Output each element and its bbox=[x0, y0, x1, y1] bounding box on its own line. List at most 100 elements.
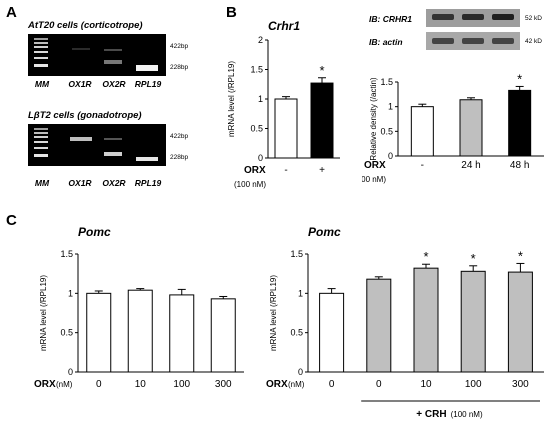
y-tick-label: 0.5 bbox=[380, 126, 393, 136]
gel-bottom-size-422: 422bp bbox=[170, 133, 189, 140]
panel-letter-a: A bbox=[6, 4, 17, 21]
significance-mark: * bbox=[517, 71, 522, 86]
western-kd-52: 52 kD bbox=[525, 15, 542, 22]
x-tick-label: 24 h bbox=[461, 160, 480, 171]
bar bbox=[460, 270, 486, 373]
gel-bottom-lane-ox2r: OX2R bbox=[102, 178, 126, 188]
y-tick-label: 0.5 bbox=[290, 328, 303, 338]
gel-top-lane-ox2r: OX2R bbox=[102, 79, 126, 89]
y-tick-label: 1 bbox=[388, 102, 393, 112]
western-blot-actin bbox=[426, 32, 520, 50]
x-tick-label: 100 bbox=[465, 379, 482, 390]
x-tick-label: 0 bbox=[329, 379, 335, 390]
y-tick-label: 2 bbox=[258, 35, 263, 45]
y-axis-label: mRNA level (/RPL19) bbox=[39, 275, 48, 351]
crh-unit: (100 nM) bbox=[451, 410, 483, 419]
gel-top-size-422: 422bp bbox=[170, 43, 189, 50]
y-tick-label: 0 bbox=[388, 151, 393, 161]
y-tick-label: 1.5 bbox=[250, 65, 263, 75]
x-axis-unit: (nM) bbox=[288, 380, 305, 389]
bar bbox=[86, 292, 112, 373]
chart-title: Pomc bbox=[308, 225, 341, 239]
x-axis-label: ORX bbox=[244, 165, 266, 176]
gel-bottom-size-228: 228bp bbox=[170, 154, 189, 161]
gel-bottom-caption: LβT2 cells (gonadotrope) bbox=[28, 110, 142, 121]
y-tick-label: 0 bbox=[258, 153, 263, 163]
gel-top-caption: AtT20 cells (corticotrope) bbox=[28, 20, 143, 31]
y-axis-label: mRNA level (/RPL19) bbox=[269, 275, 278, 351]
gel-bottom-lane-rpl19: RPL19 bbox=[134, 178, 162, 188]
significance-mark: * bbox=[423, 249, 428, 264]
panel-letter-c: C bbox=[6, 212, 17, 229]
x-tick-label: 10 bbox=[420, 379, 432, 390]
chart-crhr1: Crhr1 0 0.5 1 1.5 2 mRNA level (/RPL19) - * + ORX (… bbox=[227, 19, 340, 189]
bar bbox=[127, 289, 153, 373]
significance-mark: * bbox=[518, 248, 523, 263]
bar bbox=[169, 294, 195, 373]
x-tick-label: - bbox=[284, 165, 287, 176]
x-tick-label: + bbox=[319, 165, 325, 176]
gel-bottom-image bbox=[28, 124, 166, 166]
x-axis-unit: (100 nM) bbox=[362, 175, 386, 184]
y-tick-label: 1 bbox=[68, 288, 73, 298]
gel-bottom-lane-ox1r: OX1R bbox=[68, 178, 92, 188]
chart-pomc-orx: Pomc 0 0.5 1 1.5 mRNA level (/RPL19) 0 10 100 300… bbox=[34, 225, 244, 390]
x-tick-label: 300 bbox=[512, 379, 529, 390]
chart-title: Pomc bbox=[78, 225, 111, 239]
x-axis-unit: (100 nM) bbox=[234, 180, 266, 189]
gel-top-lane-ox1r: OX1R bbox=[68, 79, 92, 89]
western-crhr1-bands bbox=[432, 14, 514, 20]
western-label-crhr1: IB: CRHR1 bbox=[369, 14, 412, 24]
x-tick-label: 0 bbox=[96, 379, 102, 390]
y-tick-label: 0.5 bbox=[250, 124, 263, 134]
western-kd-42: 42 kD bbox=[525, 38, 542, 45]
western-blot-crhr1 bbox=[426, 9, 520, 27]
gel-bottom-bands bbox=[34, 128, 158, 161]
x-axis-label: ORX bbox=[266, 379, 288, 390]
chart-pomc-orx-crh: Pomc 0 0.5 1 1.5 mRNA level (/RPL19) 0 0 * 10 * 100… bbox=[266, 225, 544, 420]
bar bbox=[508, 89, 532, 157]
significance-mark: * bbox=[319, 63, 324, 78]
x-tick-label: - bbox=[421, 160, 424, 171]
bar bbox=[366, 278, 392, 373]
gel-top-lane-mm: MM bbox=[34, 79, 50, 89]
gel-top-image bbox=[28, 34, 166, 76]
x-tick-label: 300 bbox=[215, 379, 232, 390]
bar bbox=[507, 271, 533, 373]
y-tick-label: 1 bbox=[298, 288, 303, 298]
bar bbox=[410, 106, 434, 157]
y-tick-label: 1.5 bbox=[290, 249, 303, 259]
panel-letter-b: B bbox=[226, 4, 237, 21]
gel-bottom-lane-mm: MM bbox=[34, 178, 50, 188]
bar bbox=[459, 99, 483, 157]
y-tick-label: 0.5 bbox=[60, 328, 73, 338]
x-tick-label: 100 bbox=[173, 379, 190, 390]
y-axis-label: mRNA level (/RPL19) bbox=[227, 61, 236, 137]
y-tick-label: 1.5 bbox=[380, 77, 393, 87]
gel-top-bands bbox=[34, 38, 158, 71]
bar bbox=[413, 267, 439, 373]
x-axis-label: ORX bbox=[34, 379, 56, 390]
x-axis-unit: (nM) bbox=[56, 380, 73, 389]
y-tick-label: 1.5 bbox=[60, 249, 73, 259]
y-tick-label: 1 bbox=[258, 94, 263, 104]
chart-title: Crhr1 bbox=[268, 19, 300, 33]
y-tick-label: 0 bbox=[68, 367, 73, 377]
x-axis-label: ORX bbox=[364, 160, 386, 171]
x-tick-label: 10 bbox=[135, 379, 147, 390]
western-actin-bands bbox=[432, 38, 514, 44]
western-label-actin: IB: actin bbox=[369, 37, 403, 47]
bar bbox=[210, 298, 236, 373]
significance-mark: * bbox=[471, 251, 476, 266]
crh-label: + CRH bbox=[416, 409, 446, 420]
bar bbox=[274, 98, 298, 159]
gel-top-lane-rpl19: RPL19 bbox=[134, 79, 162, 89]
x-tick-label: 48 h bbox=[510, 160, 529, 171]
gel-top-size-228: 228bp bbox=[170, 64, 189, 71]
y-axis-label: Relative density (/actin) bbox=[369, 77, 378, 160]
x-tick-label: 0 bbox=[376, 379, 382, 390]
y-tick-label: 0 bbox=[298, 367, 303, 377]
bar bbox=[310, 82, 334, 159]
bar bbox=[319, 292, 345, 373]
